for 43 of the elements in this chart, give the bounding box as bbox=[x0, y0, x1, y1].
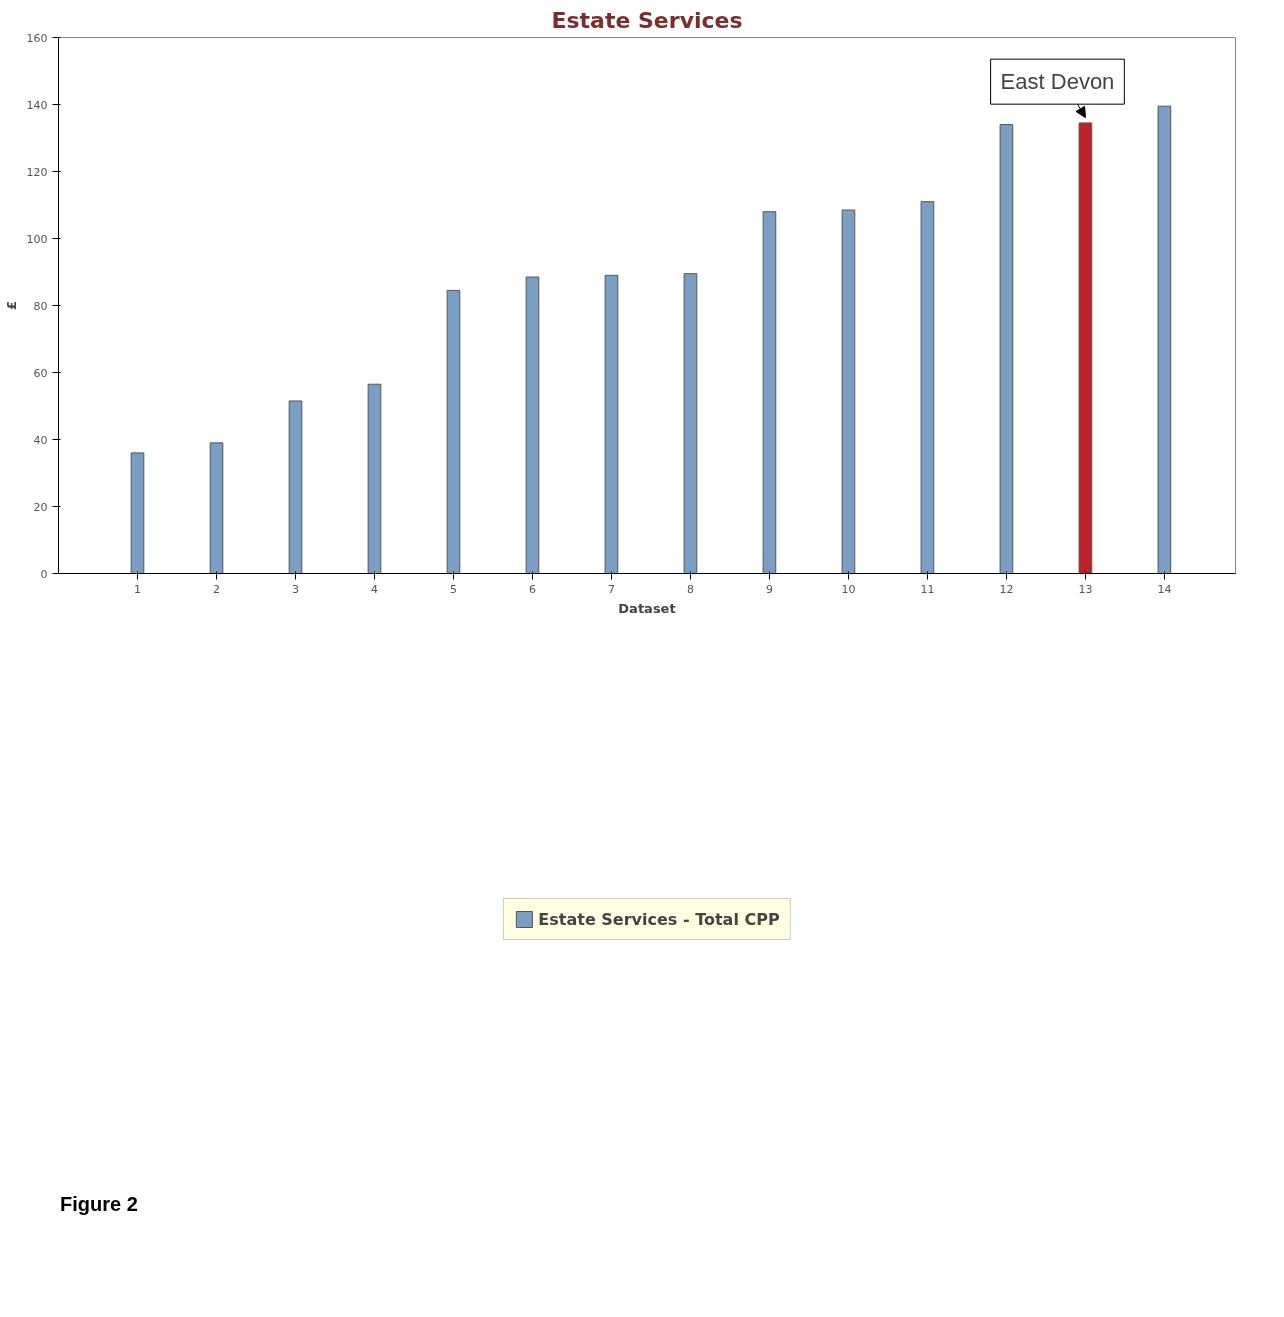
y-tick-label: 60 bbox=[33, 366, 48, 380]
bar bbox=[446, 289, 461, 574]
y-tick-label: 100 bbox=[26, 232, 48, 246]
x-tick-label: 13 bbox=[1078, 582, 1093, 596]
y-tick-label: 140 bbox=[26, 98, 48, 112]
x-tick-label: 6 bbox=[528, 582, 536, 596]
bar bbox=[130, 452, 145, 574]
x-tick-label: 8 bbox=[686, 582, 694, 596]
y-tick-label: 160 bbox=[26, 31, 48, 45]
legend-label: Estate Services - Total CPP bbox=[538, 909, 780, 929]
y-tick-label: 40 bbox=[33, 433, 48, 447]
bar bbox=[209, 442, 224, 574]
x-tick-label: 14 bbox=[1157, 582, 1172, 596]
y-tick-label: 80 bbox=[33, 299, 48, 313]
x-tick-label: 4 bbox=[370, 582, 378, 596]
x-tick-label: 12 bbox=[999, 582, 1014, 596]
chart-title: Estate Services bbox=[551, 7, 743, 33]
x-tick-label: 10 bbox=[841, 582, 856, 596]
x-tick-label: 1 bbox=[133, 582, 141, 596]
y-tick-label: 0 bbox=[40, 567, 48, 581]
x-axis-title: Dataset bbox=[618, 600, 676, 616]
bar bbox=[604, 274, 619, 574]
bar bbox=[920, 201, 935, 574]
y-tick-label: 120 bbox=[26, 165, 48, 179]
bar bbox=[525, 276, 540, 574]
bar bbox=[762, 211, 777, 574]
bar bbox=[999, 124, 1014, 574]
caption: Figure 2 bbox=[60, 1192, 138, 1217]
bar bbox=[288, 400, 303, 574]
x-tick-label: 2 bbox=[212, 582, 220, 596]
x-tick-label: 7 bbox=[607, 582, 615, 596]
x-tick-label: 9 bbox=[765, 582, 773, 596]
y-axis-title: £ bbox=[3, 300, 19, 311]
x-tick-label: 11 bbox=[920, 582, 935, 596]
bar bbox=[367, 383, 382, 574]
x-tick-label: 3 bbox=[291, 582, 299, 596]
bar bbox=[841, 209, 856, 574]
annotation: East Devon bbox=[1000, 69, 1115, 95]
bar bbox=[683, 273, 698, 574]
y-tick-label: 20 bbox=[33, 500, 48, 514]
x-tick-label: 5 bbox=[449, 582, 457, 596]
bar bbox=[1078, 122, 1093, 574]
bar bbox=[1157, 105, 1172, 574]
